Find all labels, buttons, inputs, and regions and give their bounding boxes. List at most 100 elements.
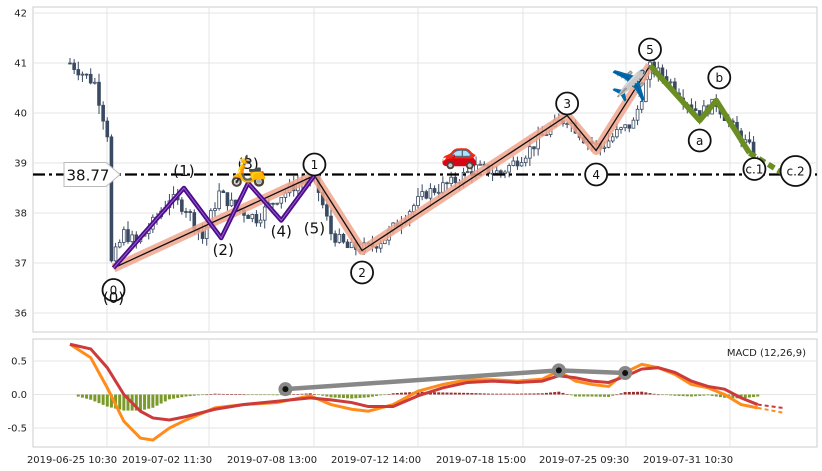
price-panel: 36 37 38 39 40 41 42 38.77 0 1 2 3 4 5 (0) (1) (2) (3) (4)…: [14, 6, 818, 333]
candle-body: [254, 214, 259, 224]
candle-body: [345, 241, 350, 249]
macd-histogram-bar: [706, 394, 710, 396]
macd-histogram-bar: [453, 392, 457, 395]
macd-histogram-bar: [217, 393, 221, 395]
macd-histogram-bar: [234, 394, 238, 395]
candle-body: [333, 233, 337, 243]
macd-histogram-bar: [540, 393, 544, 395]
candle-body: [229, 199, 234, 207]
x-tick-label: 2019-07-31 10:30: [643, 455, 733, 466]
macd-histogram-bar: [714, 394, 718, 397]
scooter-icon: 🛵: [229, 154, 266, 189]
correction-marker-label: b: [715, 71, 723, 85]
airplane-icon: ✈️: [611, 67, 648, 104]
x-tick-label: 2019-07-12 14:00: [331, 455, 421, 466]
macd-histogram-bar: [507, 393, 511, 395]
macd-histogram-bar: [681, 394, 685, 397]
candle-body: [602, 146, 607, 149]
x-tick-label: 2019-07-25 09:30: [539, 455, 629, 466]
macd-histogram-bar: [437, 392, 441, 395]
macd-line-projection: [757, 406, 783, 414]
y-tick-label: 40: [14, 109, 27, 120]
correction-marker-circle: [687, 128, 712, 153]
y-tick-label: 41: [14, 59, 27, 70]
macd-histogram-bar: [350, 394, 354, 399]
macd-histogram-bar: [180, 394, 184, 398]
macd-histogram-bar: [138, 394, 142, 411]
macd-histogram-bar: [151, 394, 155, 408]
macd-histogram-bar: [308, 393, 312, 395]
candle-body: [494, 170, 499, 174]
macd-histogram-bar: [337, 394, 341, 398]
candle-body: [465, 171, 470, 174]
macd-histogram-bar: [167, 394, 171, 400]
wave-marker-label: 2: [358, 266, 366, 280]
macd-histogram-bar: [561, 392, 565, 395]
macd-histogram-bar: [449, 392, 453, 395]
candle-body: [615, 129, 619, 138]
macd-histogram-bar: [756, 394, 760, 397]
macd-histogram-bar: [296, 394, 300, 395]
macd-histogram-bar: [433, 392, 437, 395]
candle-body: [117, 242, 122, 248]
macd-histogram-bar: [515, 393, 519, 395]
candle-body: [623, 124, 627, 129]
macd-histogram-bar: [743, 394, 747, 399]
macd-histogram-bar: [275, 394, 279, 396]
candle-body: [515, 160, 520, 167]
price-plot-area: [32, 6, 818, 333]
macd-histogram-bar: [578, 394, 582, 397]
macd-histogram-bar: [511, 393, 515, 395]
candle-body: [101, 104, 105, 122]
subwave-label: (5): [304, 220, 325, 238]
wave-marker-circle: [584, 162, 609, 187]
wave-line-correction-proj: [748, 150, 784, 176]
candle-body: [523, 157, 528, 163]
macd-histogram-bar: [710, 394, 714, 396]
candle-body: [635, 108, 640, 121]
macd-histogram-bar: [457, 392, 461, 395]
macd-histogram-bar: [196, 394, 200, 396]
macd-histogram-bar: [631, 391, 635, 395]
macd-histogram-bar: [586, 394, 590, 397]
macd-histogram-bar: [677, 394, 681, 396]
macd-histogram-bar: [532, 393, 536, 395]
candle-body: [693, 108, 698, 111]
macd-histogram-bar: [201, 394, 205, 396]
macd-histogram-bar: [387, 393, 391, 395]
macd-histogram-bar: [602, 394, 606, 397]
y-tick-label: 42: [14, 9, 27, 20]
macd-histogram-bar: [267, 394, 271, 396]
wave-marker-circle: [350, 260, 374, 285]
macd-histogram-bar: [134, 394, 138, 411]
macd-histogram-bar: [300, 393, 304, 395]
candle-body: [503, 171, 507, 174]
macd-histogram-bar: [491, 393, 495, 395]
candle-body: [528, 146, 532, 159]
macd-histogram-bar: [304, 393, 308, 395]
macd-histogram-bar: [557, 391, 561, 395]
macd-histogram-bar: [594, 394, 598, 397]
candle-body: [416, 196, 420, 206]
correction-marker-circle: [707, 65, 732, 90]
candle-body: [126, 229, 130, 242]
macd-histogram-bar: [615, 394, 619, 396]
macd-histogram-bar: [478, 393, 482, 395]
macd-histogram-bar: [172, 394, 176, 399]
macd-histogram-bar: [441, 392, 445, 395]
macd-histogram-bar: [644, 392, 648, 395]
macd-histogram-bar: [89, 394, 93, 400]
subwave-label: (1): [173, 162, 194, 180]
macd-histogram-bar: [524, 393, 528, 395]
macd-histogram-bar: [317, 394, 321, 396]
divergence-point-inner: [555, 367, 562, 374]
correction-marker-label: a: [696, 134, 703, 148]
candle-body: [76, 69, 81, 76]
macd-histogram-bar: [383, 394, 387, 396]
macd-histogram-bar: [718, 394, 722, 398]
candle-body: [445, 182, 449, 185]
macd-y-tick-label: -0.5: [7, 424, 27, 435]
candle-body: [428, 188, 433, 199]
correction-marker-circle: [779, 155, 812, 187]
price-level-label: 38.77: [67, 167, 110, 185]
